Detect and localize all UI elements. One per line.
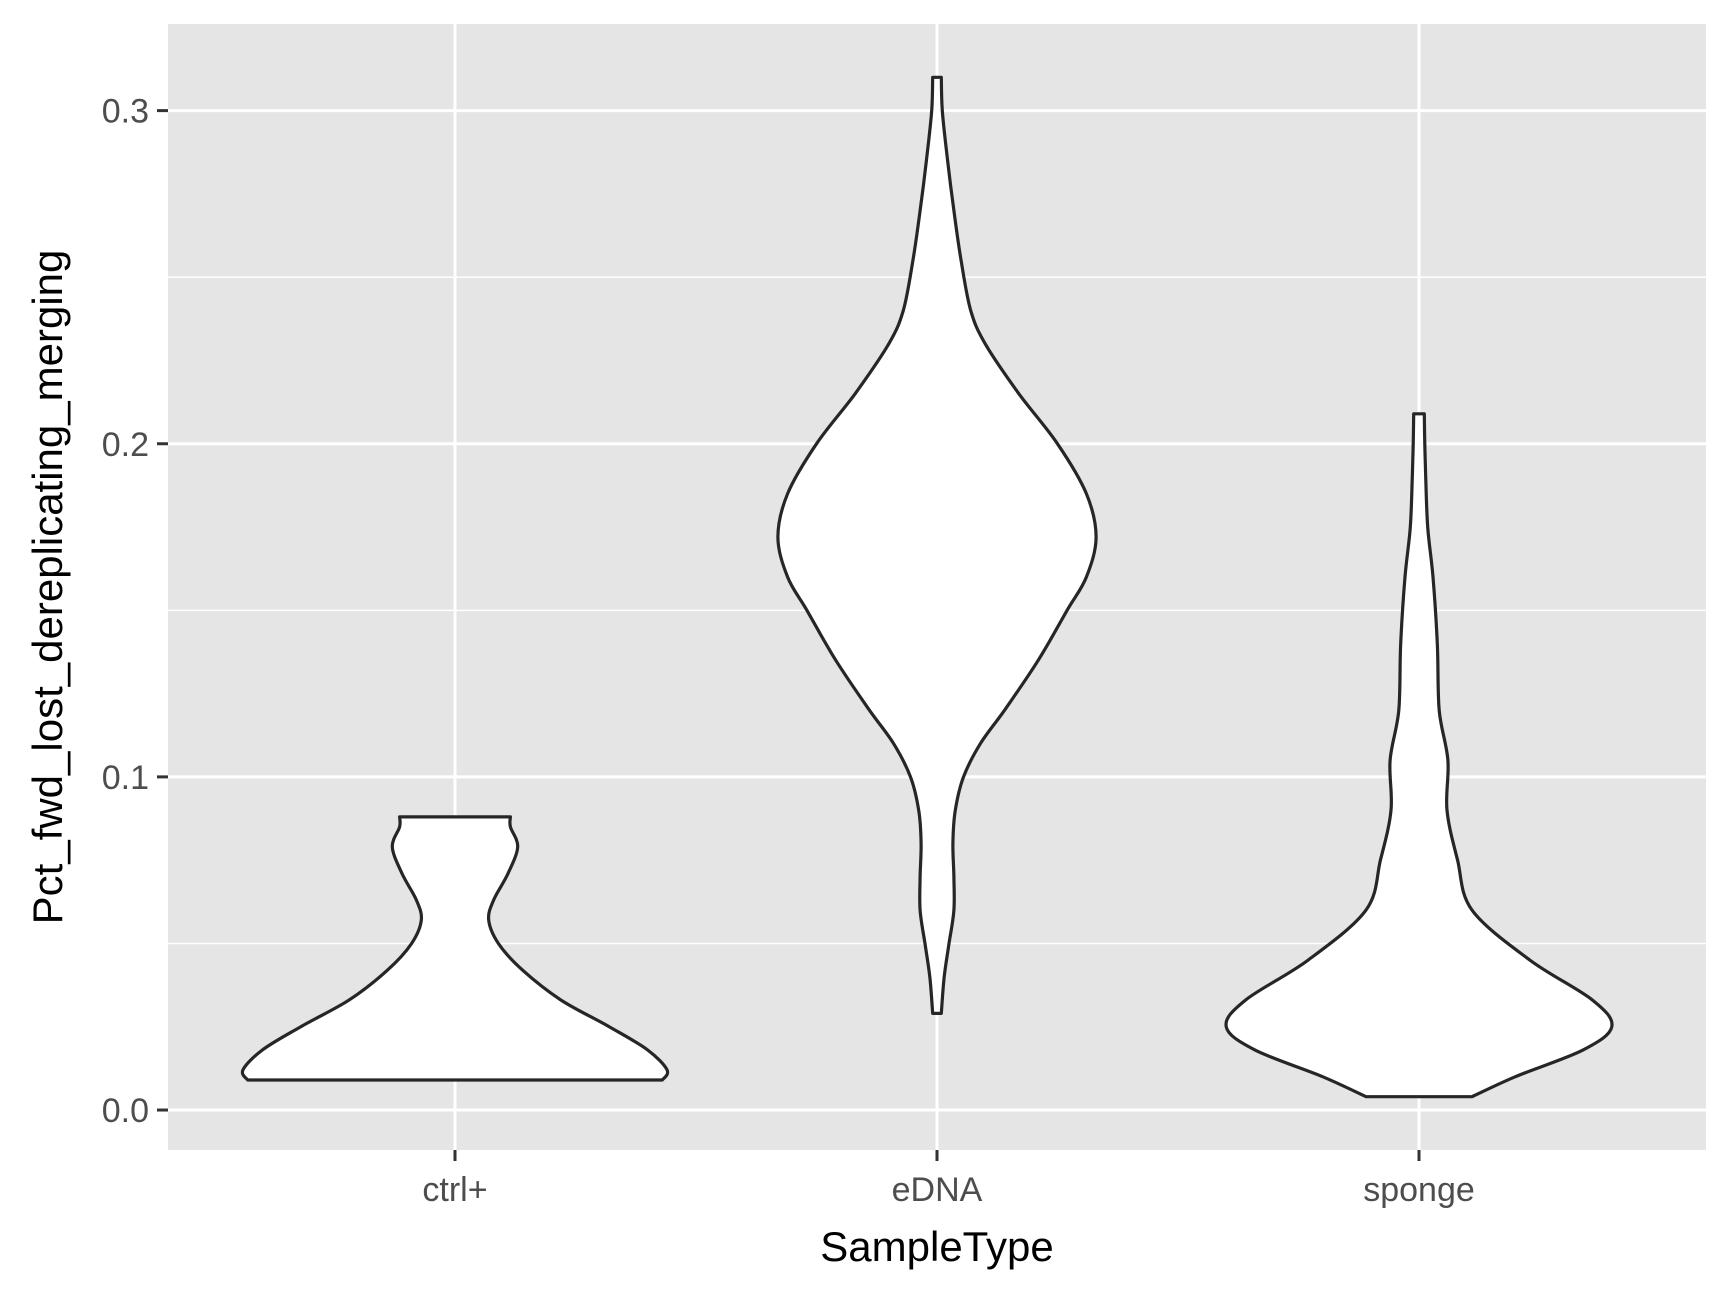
- x-tick-label: sponge: [1363, 1171, 1475, 1209]
- x-tick-label: ctrl+: [422, 1171, 487, 1209]
- violin-sponge: [1224, 412, 1614, 1099]
- violin-group: [240, 75, 1614, 1099]
- y-axis: 0.0 0.1 0.2 0.3: [102, 93, 168, 1130]
- y-axis-title: Pct_fwd_lost_dereplicating_merging: [24, 250, 71, 925]
- x-tick-label: eDNA: [892, 1171, 983, 1209]
- x-axis-title: SampleType: [820, 1223, 1053, 1270]
- x-axis: ctrl+ eDNA sponge: [422, 1150, 1475, 1209]
- y-tick-label: 0.1: [102, 759, 149, 797]
- violin-eDNA: [776, 75, 1098, 1015]
- violin-ctrl+: [240, 815, 670, 1082]
- y-tick-label: 0.2: [102, 426, 149, 464]
- y-tick-label: 0.3: [102, 93, 149, 131]
- y-tick-label: 0.0: [102, 1092, 149, 1130]
